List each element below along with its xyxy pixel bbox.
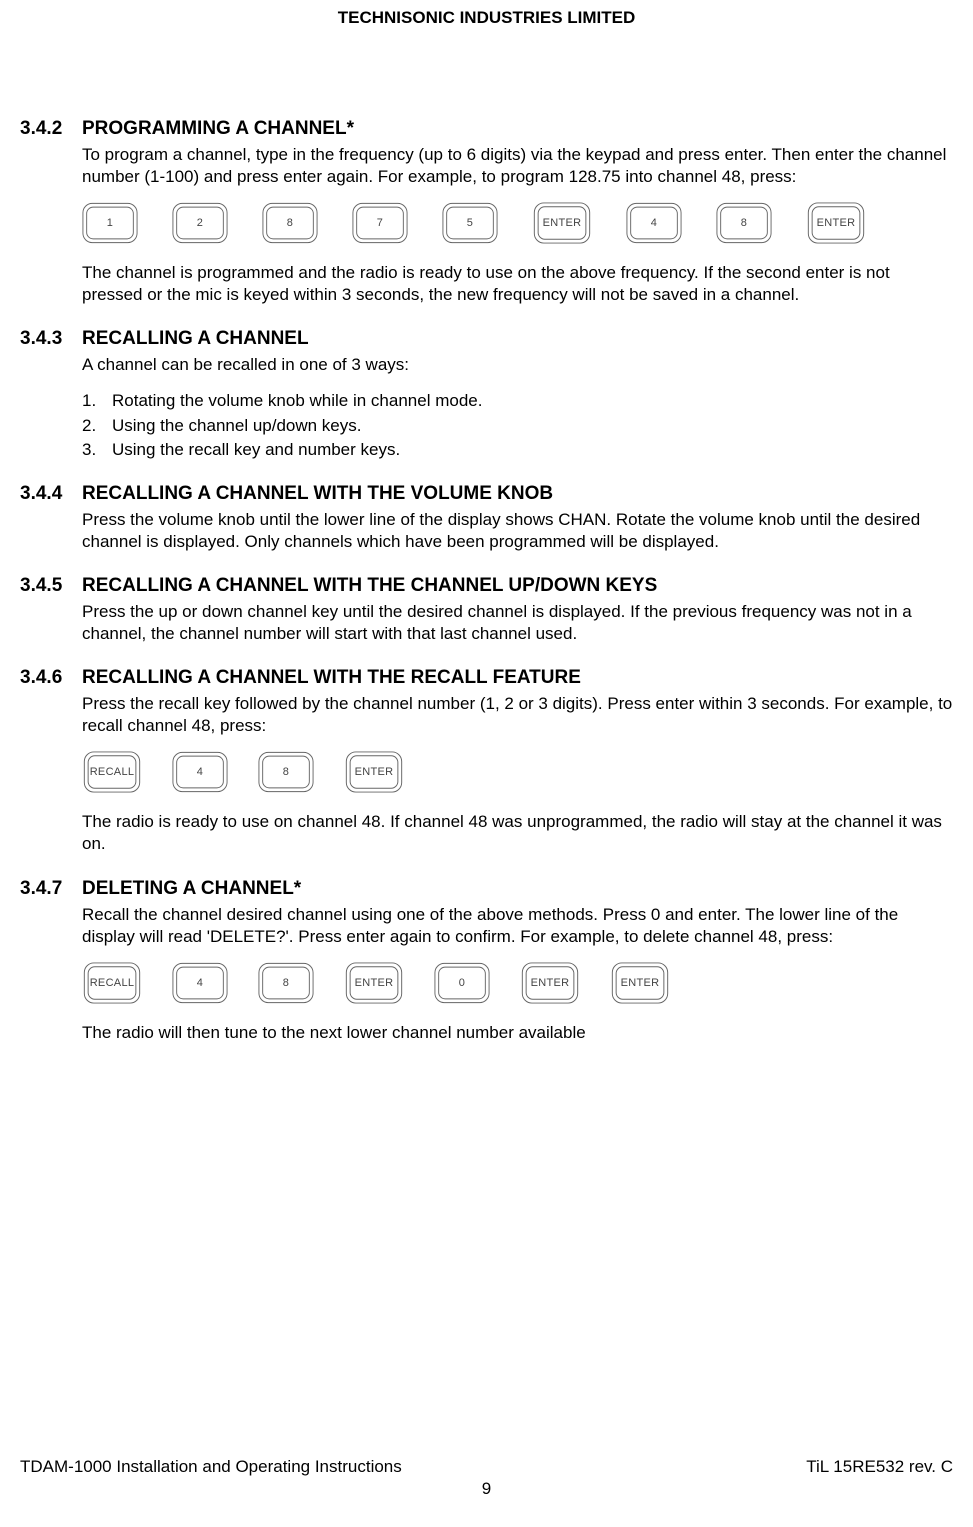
keypad-key-icon: 8 — [258, 751, 314, 793]
section-paragraph: The channel is programmed and the radio … — [82, 262, 953, 306]
section-number: 3.4.6 — [20, 667, 82, 689]
keypad-key-icon: 0 — [434, 962, 490, 1004]
footer-page-number: 9 — [20, 1479, 953, 1499]
section-title: RECALLING A CHANNEL WITH THE VOLUME KNOB — [82, 483, 553, 505]
section-title: RECALLING A CHANNEL — [82, 328, 309, 350]
list-item: 3.Using the recall key and number keys. — [82, 439, 953, 461]
key-sequence-347: RECALL 48 ENTER 0 ENTER ENTER — [82, 962, 953, 1004]
keypad-key-icon: 7 — [352, 202, 408, 244]
keypad-key-icon: ENTER — [344, 962, 404, 1004]
keypad-key-icon: 8 — [262, 202, 318, 244]
section-paragraph: Press the recall key followed by the cha… — [82, 693, 953, 737]
keypad-key-icon: ENTER — [520, 962, 580, 1004]
keypad-key-icon: 5 — [442, 202, 498, 244]
keypad-key-icon: RECALL — [82, 962, 142, 1004]
keypad-key-icon: 4 — [626, 202, 682, 244]
section-number: 3.4.7 — [20, 878, 82, 900]
section-paragraph: The radio will then tune to the next low… — [82, 1022, 953, 1044]
section-title: PROGRAMMING A CHANNEL* — [82, 118, 354, 140]
section-342: 3.4.2 PROGRAMMING A CHANNEL* To program … — [20, 118, 953, 306]
keypad-key-icon: ENTER — [806, 202, 866, 244]
keypad-key-icon: 4 — [172, 962, 228, 1004]
section-number: 3.4.4 — [20, 483, 82, 505]
section-paragraph: To program a channel, type in the freque… — [82, 144, 953, 188]
section-343: 3.4.3 RECALLING A CHANNEL A channel can … — [20, 328, 953, 460]
keypad-key-icon: 2 — [172, 202, 228, 244]
list-item: 2.Using the channel up/down keys. — [82, 415, 953, 437]
section-346: 3.4.6 RECALLING A CHANNEL WITH THE RECAL… — [20, 667, 953, 855]
section-paragraph: Recall the channel desired channel using… — [82, 904, 953, 948]
section-paragraph: A channel can be recalled in one of 3 wa… — [82, 354, 953, 376]
footer-right: TiL 15RE532 rev. C — [806, 1457, 953, 1477]
list-item-text: Using the recall key and number keys. — [112, 439, 400, 461]
numbered-list: 1.Rotating the volume knob while in chan… — [82, 390, 953, 460]
list-item: 1.Rotating the volume knob while in chan… — [82, 390, 953, 412]
key-sequence-342: 12875ENTER48ENTER — [82, 202, 953, 244]
section-title: RECALLING A CHANNEL WITH THE RECALL FEAT… — [82, 667, 581, 689]
section-paragraph: Press the volume knob until the lower li… — [82, 509, 953, 553]
page-header: TECHNISONIC INDUSTRIES LIMITED — [20, 8, 953, 28]
keypad-key-icon: ENTER — [532, 202, 592, 244]
section-344: 3.4.4 RECALLING A CHANNEL WITH THE VOLUM… — [20, 483, 953, 553]
section-paragraph: The radio is ready to use on channel 48.… — [82, 811, 953, 855]
keypad-key-icon: ENTER — [610, 962, 670, 1004]
keypad-key-icon: RECALL — [82, 751, 142, 793]
list-item-text: Using the channel up/down keys. — [112, 415, 362, 437]
section-number: 3.4.5 — [20, 575, 82, 597]
keypad-key-icon: 8 — [716, 202, 772, 244]
list-item-number: 1. — [82, 390, 112, 412]
keypad-key-icon: 1 — [82, 202, 138, 244]
keypad-key-icon: ENTER — [344, 751, 404, 793]
section-347: 3.4.7 DELETING A CHANNEL* Recall the cha… — [20, 878, 953, 1044]
list-item-text: Rotating the volume knob while in channe… — [112, 390, 482, 412]
section-number: 3.4.2 — [20, 118, 82, 140]
page-footer: TDAM-1000 Installation and Operating Ins… — [20, 1457, 953, 1499]
section-345: 3.4.5 RECALLING A CHANNEL WITH THE CHANN… — [20, 575, 953, 645]
section-title: RECALLING A CHANNEL WITH THE CHANNEL UP/… — [82, 575, 657, 597]
section-paragraph: Press the up or down channel key until t… — [82, 601, 953, 645]
keypad-key-icon: 8 — [258, 962, 314, 1004]
section-title: DELETING A CHANNEL* — [82, 878, 301, 900]
section-number: 3.4.3 — [20, 328, 82, 350]
footer-left: TDAM-1000 Installation and Operating Ins… — [20, 1457, 402, 1477]
keypad-key-icon: 4 — [172, 751, 228, 793]
list-item-number: 3. — [82, 439, 112, 461]
key-sequence-346: RECALL 48 ENTER — [82, 751, 953, 793]
list-item-number: 2. — [82, 415, 112, 437]
